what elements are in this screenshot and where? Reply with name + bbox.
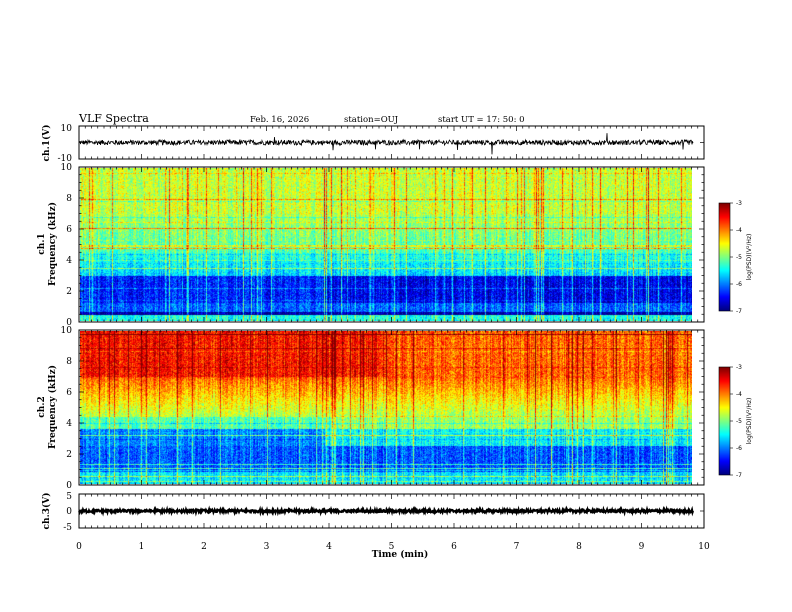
colorbar-tick-label: -3 xyxy=(736,200,742,207)
ch3-ytick-mid: 0 xyxy=(66,507,72,517)
ch1-spectrogram-panel: 0 2 4 6 8 10 ch.1 Frequency (kHz) xyxy=(37,163,705,328)
ch1-spectrogram-image xyxy=(80,168,692,321)
y-tick-label: 10 xyxy=(61,326,73,336)
ch1-colorbar-label: log(PSD)(V²/Hz) xyxy=(746,234,753,281)
ch1-spec-ylabel: ch.1 xyxy=(37,233,47,254)
y-tick-label: 8 xyxy=(66,357,72,367)
colorbar-tick-label: -7 xyxy=(736,308,742,315)
header-date: Feb. 16, 2026 xyxy=(250,115,309,125)
x-tick-label: 8 xyxy=(576,542,582,552)
x-tick-label: 2 xyxy=(201,542,207,552)
ch2-colorbar-label: log(PSD)(V²/Hz) xyxy=(746,398,753,445)
y-tick-label: 4 xyxy=(66,256,72,266)
x-tick-label: 1 xyxy=(139,542,145,552)
ch2-colorbar-gradient xyxy=(719,367,730,475)
colorbar-tick-label: -7 xyxy=(736,472,742,479)
figure-title: VLF Spectra xyxy=(78,112,149,125)
x-tick-label: 3 xyxy=(264,542,270,552)
y-tick-label: 4 xyxy=(66,419,72,429)
ch1-colorbar: -3 -4 -5 -6 -7 log(PSD)(V²/Hz) xyxy=(718,200,753,315)
colorbar-tick-label: -4 xyxy=(736,391,742,398)
header-start-time: start UT = 17: 50: 0 xyxy=(438,115,525,125)
y-tick-label: 8 xyxy=(66,194,72,204)
y-tick-label: 10 xyxy=(61,163,73,173)
ch1-ylabel: ch.1(V) xyxy=(41,125,52,162)
y-tick-label: 2 xyxy=(66,450,72,460)
ch1-ytick-bottom: -10 xyxy=(58,154,73,164)
x-axis-label: Time (min) xyxy=(372,549,429,560)
colorbar-tick-label: -5 xyxy=(736,418,742,425)
x-tick-label: 6 xyxy=(451,542,457,552)
colorbar-tick-label: -6 xyxy=(736,281,742,288)
ch3-waveform-trace xyxy=(78,505,695,517)
x-tick-label: 4 xyxy=(326,542,332,552)
colorbar-tick-label: -5 xyxy=(736,254,742,261)
x-tick-label: 0 xyxy=(76,542,82,552)
ch1-ytick-top: 10 xyxy=(61,124,73,134)
x-tick-label: 5 xyxy=(389,542,395,552)
colorbar-tick-label: -3 xyxy=(736,364,742,371)
y-tick-label: 0 xyxy=(66,481,72,491)
ch1-waveform-panel: 10 -10 ch.1(V) xyxy=(41,124,705,164)
ch3-ytick-bottom: -5 xyxy=(63,523,72,533)
x-tick-label: 7 xyxy=(514,542,520,552)
x-tick-label: 10 xyxy=(698,542,710,552)
ch2-spectrogram-panel: 0 2 4 6 8 10 ch.2 Frequency (kHz) xyxy=(37,326,705,491)
ch3-ylabel: ch.3(V) xyxy=(41,493,52,530)
ch1-colorbar-gradient xyxy=(719,203,730,311)
ch1-spec-ylabel-freq: Frequency (kHz) xyxy=(47,202,58,286)
y-tick-label: 6 xyxy=(66,225,72,235)
ch2-spectrogram-image xyxy=(80,331,692,484)
y-tick-label: 6 xyxy=(66,388,72,398)
ch3-ytick-top: 5 xyxy=(66,492,72,502)
colorbar-tick-label: -6 xyxy=(736,445,742,452)
colorbar-tick-label: -4 xyxy=(736,227,742,234)
ch1-waveform-trace xyxy=(78,133,694,155)
x-tick-label: 9 xyxy=(639,542,645,552)
y-tick-label: 2 xyxy=(66,287,72,297)
ch2-spec-ylabel-freq: Frequency (kHz) xyxy=(47,365,58,449)
y-tick-label: 0 xyxy=(66,318,72,328)
ch2-spec-ylabel: ch.2 xyxy=(37,396,47,417)
ch2-colorbar: -3 -4 -5 -6 -7 log(PSD)(V²/Hz) xyxy=(718,364,753,479)
header-station: station=OUJ xyxy=(344,115,399,125)
